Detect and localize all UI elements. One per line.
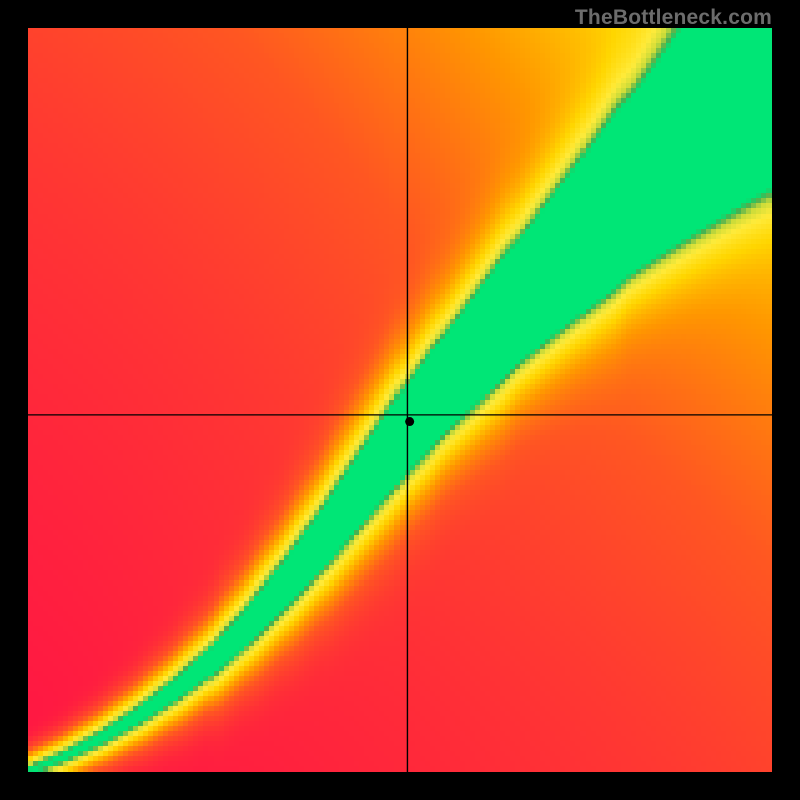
watermark-text: TheBottleneck.com: [575, 6, 772, 30]
heatmap-plot: [28, 28, 772, 772]
heatmap-canvas: [28, 28, 772, 772]
chart-container: TheBottleneck.com: [0, 0, 800, 800]
